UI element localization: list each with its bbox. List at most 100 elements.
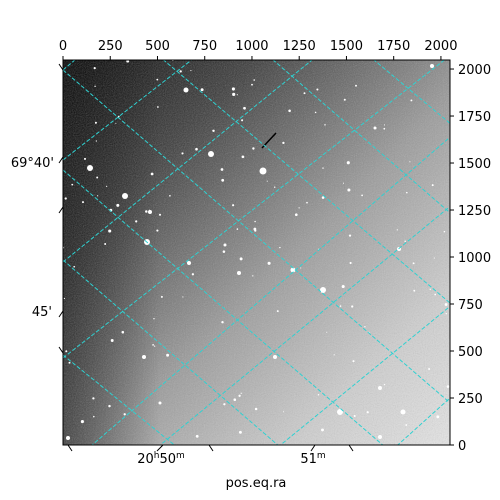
star	[237, 271, 241, 275]
star	[158, 213, 162, 216]
plot-frame	[62, 59, 451, 446]
grid-line	[397, 397, 450, 445]
sky-image	[63, 60, 450, 445]
grid-line	[373, 60, 450, 124]
pixel-x-axis-top: 0 250 500 750 1000 1250 1500 1750 2000	[59, 39, 457, 60]
star	[221, 178, 225, 182]
star	[409, 161, 411, 163]
star	[446, 385, 450, 388]
star	[406, 191, 408, 194]
star	[339, 305, 342, 307]
star	[259, 167, 267, 175]
star	[93, 415, 95, 418]
grid-line	[162, 60, 450, 304]
star	[116, 203, 120, 207]
star	[223, 243, 227, 247]
x-axis-label: pos.eq.ra	[226, 476, 287, 491]
star	[238, 394, 241, 397]
star	[298, 207, 300, 209]
star	[108, 404, 111, 408]
y-tick-label: 2000	[458, 63, 491, 78]
star	[122, 193, 128, 199]
star	[179, 70, 182, 73]
grid-line	[63, 60, 193, 161]
star	[63, 297, 66, 300]
star	[294, 213, 298, 217]
star	[239, 257, 243, 261]
star	[290, 267, 296, 273]
star	[433, 257, 435, 259]
pixel-y-axis-right: 0 250 500 750 1000 1250 1500 1750 2000	[450, 63, 491, 454]
y-tick-label: 750	[458, 298, 483, 313]
star	[190, 70, 192, 72]
star	[105, 185, 108, 187]
x-tick-label: 750	[192, 39, 217, 54]
star	[306, 201, 308, 204]
star	[366, 411, 369, 414]
star	[153, 318, 155, 320]
star	[222, 250, 226, 253]
y-tick-label: 1000	[458, 251, 491, 266]
star	[96, 176, 99, 179]
dec-tick-label: 45'	[32, 305, 52, 320]
star	[126, 60, 130, 63]
star	[348, 234, 352, 237]
coordinate-grid	[63, 60, 450, 445]
star	[236, 228, 239, 230]
star	[314, 111, 317, 114]
star	[373, 126, 377, 130]
grid-line	[272, 60, 450, 214]
star	[252, 147, 255, 150]
star	[94, 85, 96, 88]
star	[232, 92, 236, 96]
star	[156, 78, 159, 81]
grid-line	[279, 305, 450, 445]
star	[342, 182, 345, 184]
star	[324, 124, 326, 126]
star	[157, 106, 159, 108]
star	[343, 98, 346, 101]
x-tick-label: 1500	[330, 39, 363, 54]
star	[142, 355, 146, 359]
star	[150, 172, 154, 176]
ra-tick-label: 20h50m	[137, 451, 185, 467]
star	[240, 392, 242, 394]
star	[108, 229, 112, 233]
star	[274, 186, 276, 188]
star	[273, 355, 277, 359]
star	[320, 287, 326, 293]
star	[252, 275, 254, 277]
star	[166, 353, 170, 357]
star	[428, 368, 431, 370]
dec-tick-label: 69°40'	[11, 156, 54, 171]
star	[145, 210, 148, 213]
star	[65, 350, 68, 353]
star	[322, 167, 324, 169]
star	[364, 326, 366, 328]
star	[378, 386, 382, 390]
star	[160, 295, 163, 298]
star	[110, 339, 114, 342]
star	[351, 305, 354, 308]
star	[95, 140, 97, 142]
star	[233, 398, 237, 401]
star	[404, 240, 406, 242]
star	[321, 428, 324, 432]
star	[276, 310, 279, 313]
star	[300, 267, 302, 269]
grid-line	[63, 259, 279, 445]
x-tick-label: 1250	[283, 39, 316, 54]
y-tick-label: 250	[458, 392, 483, 407]
star	[87, 165, 93, 171]
star	[223, 403, 226, 406]
star	[94, 121, 97, 124]
star	[326, 331, 328, 333]
star	[347, 188, 351, 192]
star	[341, 284, 345, 289]
star	[220, 168, 224, 171]
star	[254, 407, 258, 411]
star	[195, 434, 199, 438]
star	[238, 430, 242, 434]
star	[123, 413, 126, 416]
